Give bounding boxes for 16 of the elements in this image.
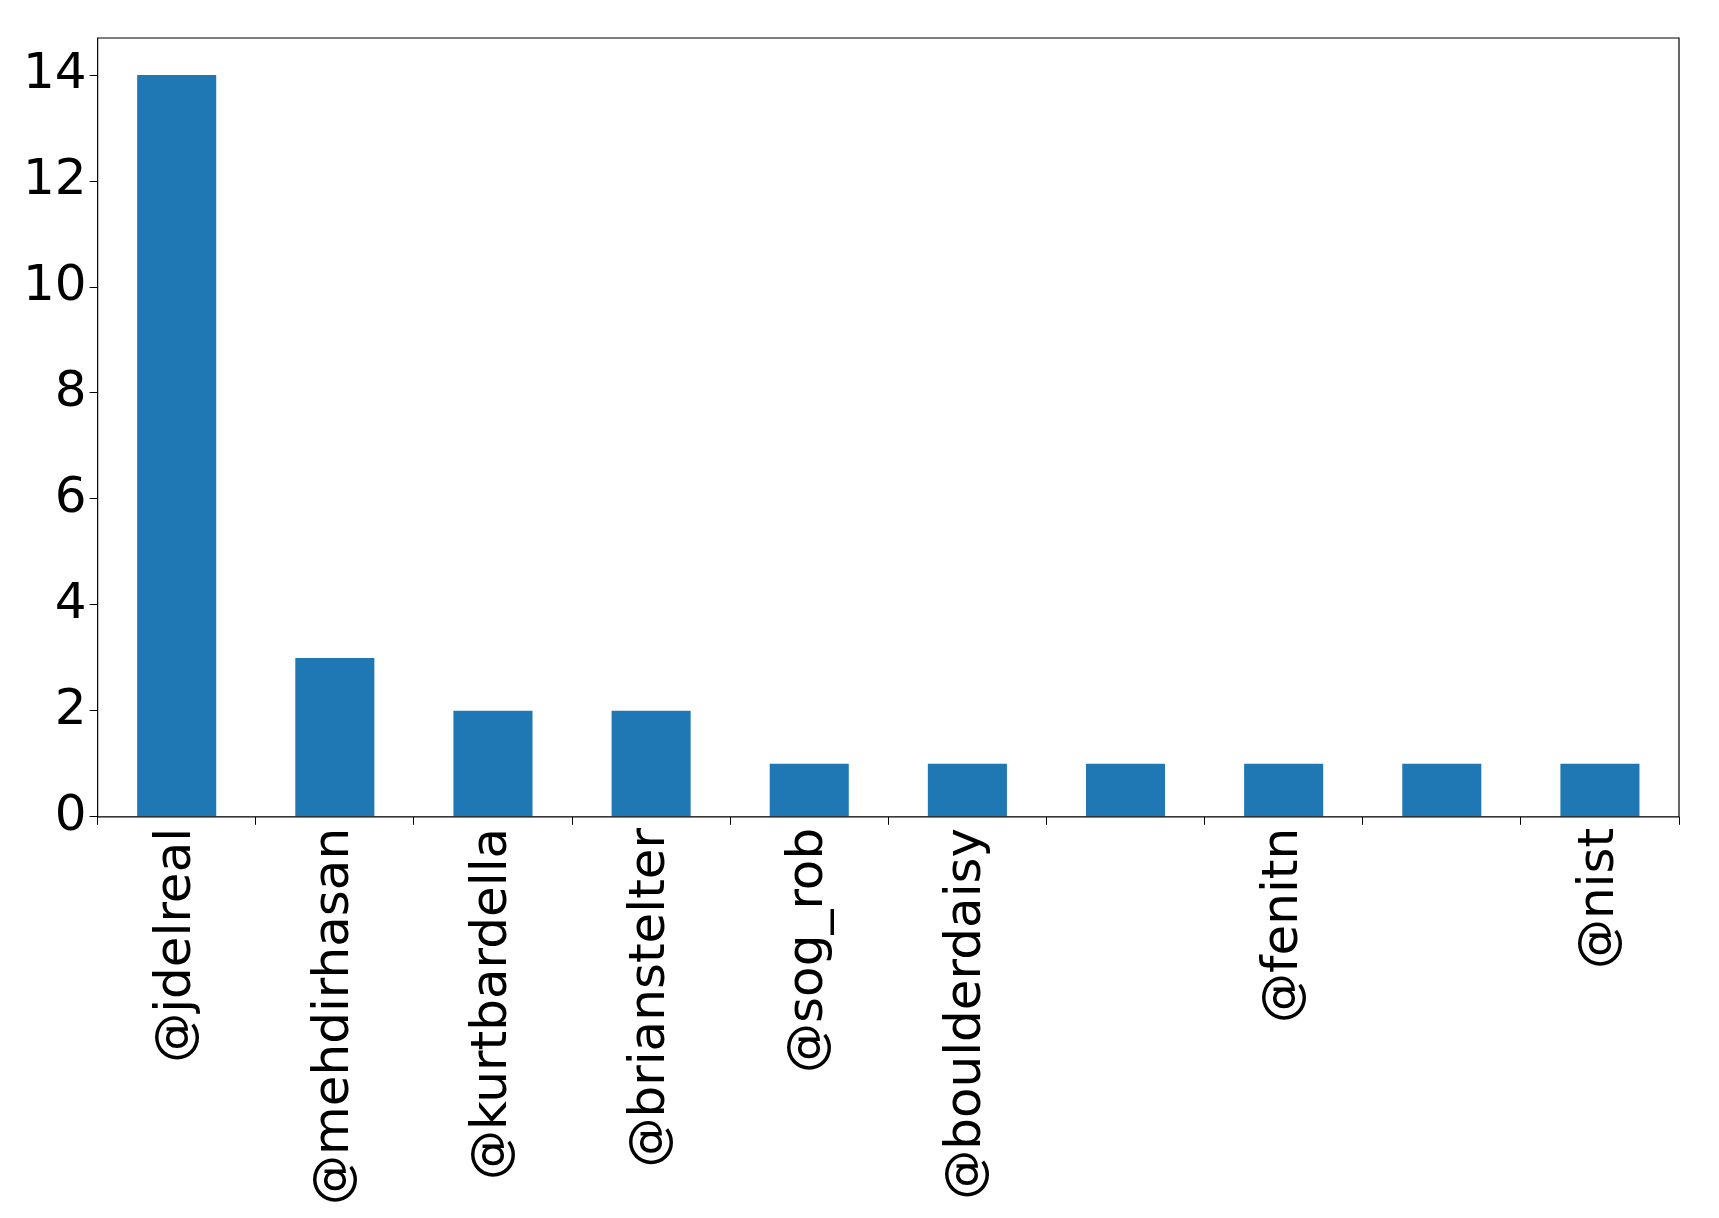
x-tick-label: @jdelreal: [143, 827, 202, 1063]
y-tick-label: 2: [54, 677, 87, 736]
x-tick-label: @boulderdaisy: [934, 827, 993, 1200]
x-tick-label: @mehdirhasan: [301, 827, 360, 1206]
x-tick-label: @brianstelter: [618, 827, 677, 1168]
y-tick-label: 4: [54, 571, 87, 630]
y-tick-label: 12: [23, 148, 87, 207]
y-tick-label: 0: [54, 783, 87, 842]
x-tick-label: @nist: [1566, 827, 1625, 970]
x-tick-label: @kurtbardella: [459, 827, 518, 1181]
y-tick-label: 6: [54, 465, 87, 524]
y-tick-label: 14: [23, 42, 87, 101]
y-tick-label: 10: [23, 254, 87, 312]
x-tick-label: @sog_rob: [776, 827, 835, 1073]
y-tick-label: 8: [54, 359, 87, 418]
x-tick-label: @fenitn: [1250, 827, 1309, 1024]
